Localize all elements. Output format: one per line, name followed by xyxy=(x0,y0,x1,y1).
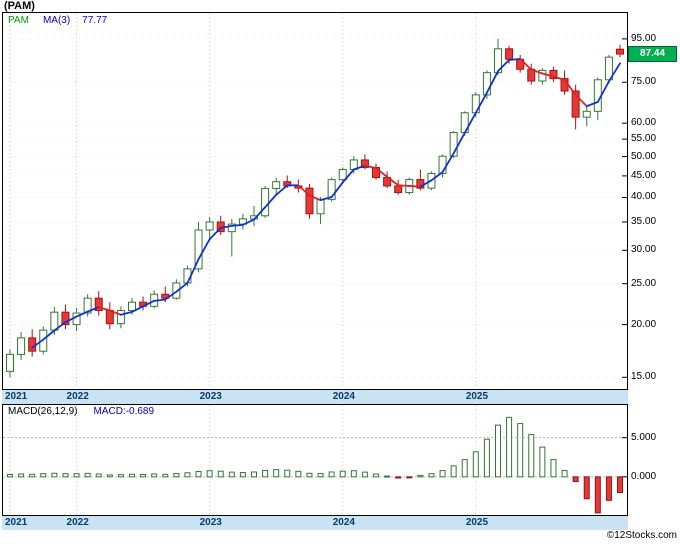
ma-line xyxy=(31,58,621,349)
price-axis-label: 45.00 xyxy=(631,169,657,181)
price-axis-label: 60.00 xyxy=(631,117,657,129)
price-axis-label: 35.00 xyxy=(631,215,657,227)
year-label: 2025 xyxy=(465,391,489,402)
price-chart-panel xyxy=(2,12,628,390)
macd-legend: MACD(26,12,9) MACD:-0.689 xyxy=(8,406,154,417)
price-axis-label: 15.00 xyxy=(631,371,657,383)
price-axis-label: 25.00 xyxy=(631,277,657,289)
year-label: 2024 xyxy=(332,517,355,528)
current-price-badge: 87.44 xyxy=(628,46,677,63)
macd-legend-value: MACD:-0.689 xyxy=(93,406,155,417)
legend-symbol: PAM xyxy=(8,15,29,26)
price-axis-label: 75.00 xyxy=(631,76,657,88)
year-label: 2022 xyxy=(66,517,89,528)
x-axis-band-price: 2021 2022 2023 2024 2025 xyxy=(2,390,628,404)
price-axis-label: 55.00 xyxy=(631,133,657,145)
price-axis-label: 30.00 xyxy=(631,244,657,256)
legend-ma-label: MA(3) xyxy=(42,15,71,26)
macd-legend-label: MACD(26,12,9) xyxy=(8,406,78,417)
price-legend: PAM MA(3) 77.77 xyxy=(8,15,107,26)
price-axis-label: 40.00 xyxy=(631,191,657,203)
price-axis: 95.00 75.00 60.00 55.00 50.00 45.00 40.00 35.00… xyxy=(629,0,680,546)
year-label: 2022 xyxy=(66,391,89,402)
year-label: 2023 xyxy=(199,391,222,402)
x-axis-band-macd: 2021 2022 2023 2024 2025 xyxy=(2,516,628,530)
year-label: 2024 xyxy=(332,391,355,402)
year-label: 2025 xyxy=(465,517,489,528)
price-axis-label: 50.00 xyxy=(631,150,657,162)
year-label: 2021 xyxy=(5,391,28,402)
macd-axis-label: 0.000 xyxy=(631,470,657,482)
watermark: ©12Stocks.com xyxy=(606,530,677,541)
legend-ma-value: 77.77 xyxy=(82,15,108,26)
year-label: 2023 xyxy=(199,517,222,528)
macd-axis-label: 5.000 xyxy=(631,431,657,443)
symbol-title: (PAM) xyxy=(4,0,35,12)
price-gridlines xyxy=(3,13,627,389)
price-axis-label: 20.00 xyxy=(631,318,657,330)
macd-bars xyxy=(7,416,623,514)
price-axis-label: 95.00 xyxy=(631,32,657,44)
macd-chart-panel xyxy=(2,404,628,516)
year-label: 2021 xyxy=(5,517,28,528)
